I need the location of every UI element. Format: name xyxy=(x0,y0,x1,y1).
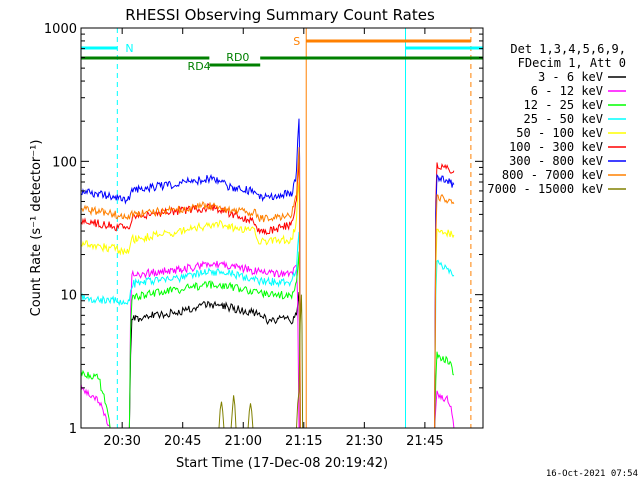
series-line-2 xyxy=(81,252,454,429)
y-axis-label: Count Rate (s⁻¹ detector⁻¹) xyxy=(29,140,44,317)
plot-frame xyxy=(81,28,483,428)
y-tick-label-3: 1000 xyxy=(44,22,77,37)
chart-title: RHESSI Observing Summary Count Rates xyxy=(125,6,435,24)
x-tick-label-4: 21:30 xyxy=(346,434,383,449)
legend-label-6: 300 - 800 keV xyxy=(509,154,603,168)
series-line-0 xyxy=(81,292,300,428)
annotation-rd4: RD4 xyxy=(188,60,211,73)
series-line-8 xyxy=(219,295,303,428)
x-tick-label-5: 21:45 xyxy=(406,434,443,449)
legend-header-line-2: FDecim 1, Att 0 xyxy=(518,56,626,70)
x-tick-label-3: 21:15 xyxy=(285,434,322,449)
legend: Det 1,3,4,5,6,9, FDecim 1, Att 0 3 - 6 k… xyxy=(487,42,626,196)
x-tick-label-2: 21:00 xyxy=(225,434,262,449)
legend-label-8: 7000 - 15000 keV xyxy=(487,182,603,196)
series-line-1 xyxy=(81,261,454,428)
series-line-3 xyxy=(81,232,454,428)
annotation-s: S xyxy=(293,35,300,48)
y-tick-label-0: 1 xyxy=(69,422,77,437)
legend-label-7: 800 - 7000 keV xyxy=(502,168,603,182)
legend-label-2: 12 - 25 keV xyxy=(524,98,603,112)
series-line-4 xyxy=(81,182,454,428)
legend-label-4: 50 - 100 keV xyxy=(516,126,603,140)
legend-label-1: 6 - 12 keV xyxy=(531,84,603,98)
legend-label-3: 25 - 50 keV xyxy=(524,112,603,126)
x-axis-label: Start Time (17-Dec-08 20:19:42) xyxy=(176,456,388,471)
annotation-n: N xyxy=(125,42,133,55)
y-tick-label-1: 10 xyxy=(60,289,77,304)
annotation-rd0: RD0 xyxy=(226,51,249,64)
y-tick-label-2: 100 xyxy=(52,155,77,170)
x-tick-label-1: 20:45 xyxy=(164,434,201,449)
legend-label-0: 3 - 6 keV xyxy=(538,70,603,84)
x-tick-label-0: 20:30 xyxy=(103,434,140,449)
footer-date: 16-Oct-2021 07:54 xyxy=(546,469,638,479)
chart: RHESSI Observing Summary Count Rates N S R… xyxy=(0,0,640,480)
legend-header-line-1: Det 1,3,4,5,6,9, xyxy=(510,42,626,56)
legend-label-5: 100 - 300 keV xyxy=(509,140,603,154)
